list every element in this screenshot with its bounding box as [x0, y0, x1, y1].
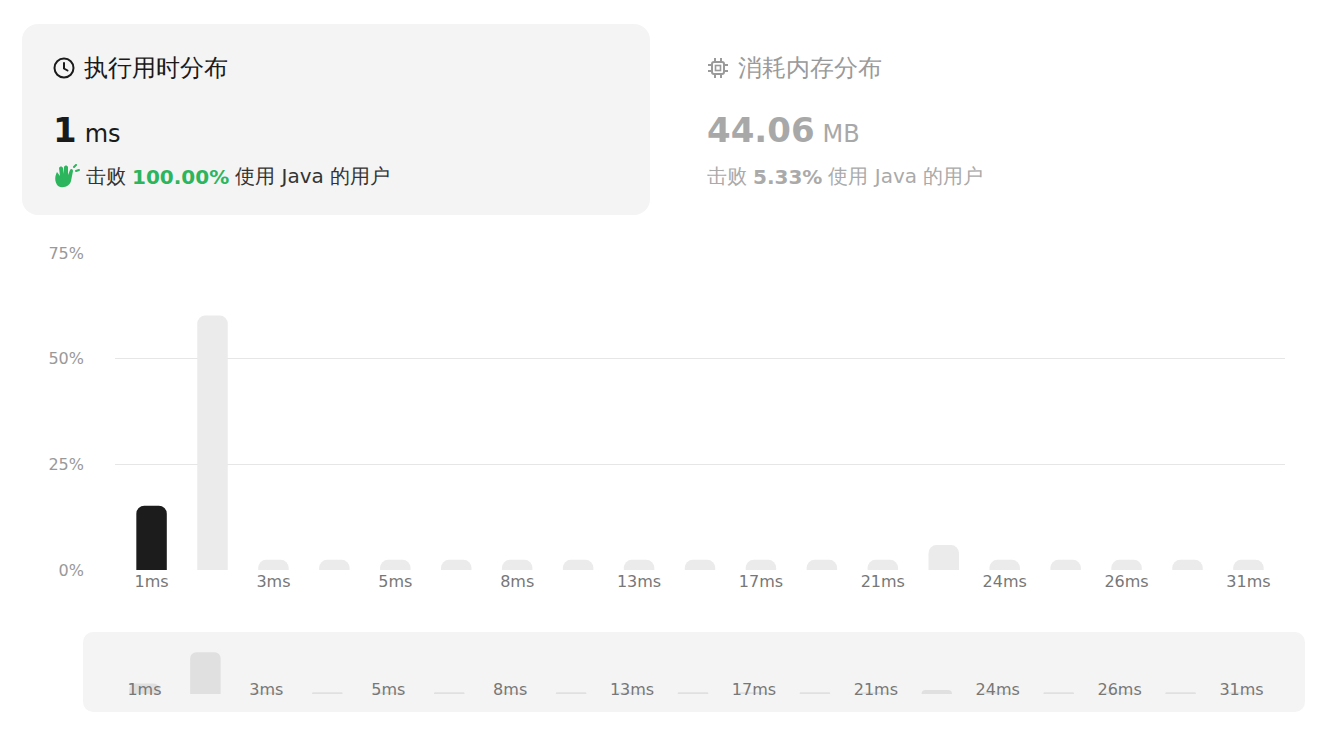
html-text:消耗内存分布: 消耗内存分布 [738, 54, 882, 82]
html-text:1 ms: 1 ms [53, 110, 121, 150]
svg-text:24ms: 24ms [983, 572, 1027, 591]
svg-text:0%: 0% [59, 561, 84, 580]
svg-text:17ms: 17ms [739, 572, 783, 591]
svg-text:21ms: 21ms [854, 680, 898, 699]
svg-text:75%: 75% [48, 244, 84, 263]
svg-text:24ms: 24ms [976, 680, 1020, 699]
svg-text:17ms: 17ms [732, 680, 776, 699]
svg-text:50%: 50% [48, 349, 84, 368]
svg-text:8ms: 8ms [500, 572, 534, 591]
svg-text:8ms: 8ms [493, 680, 527, 699]
svg-text:21ms: 21ms [861, 572, 905, 591]
svg-text:25%: 25% [48, 455, 84, 474]
html-text:44.06 MB: 44.06 MB [707, 110, 860, 150]
svg-text:3ms: 3ms [249, 680, 283, 699]
svg-text:13ms: 13ms [610, 680, 654, 699]
svg-text:31ms: 31ms [1219, 680, 1263, 699]
html-text:击败 5.33% 使用 Java 的用户: 击败 5.33% 使用 Java 的用户 [707, 164, 984, 189]
html-text:执行用时分布: 执行用时分布 [84, 54, 228, 82]
svg-text:5ms: 5ms [371, 680, 405, 699]
svg-text:1ms: 1ms [127, 680, 161, 699]
svg-text:26ms: 26ms [1104, 572, 1148, 591]
svg-text:26ms: 26ms [1097, 680, 1141, 699]
svg-text:3ms: 3ms [256, 572, 290, 591]
svg-text:5ms: 5ms [378, 572, 412, 591]
svg-text:31ms: 31ms [1226, 572, 1270, 591]
html-text:击败 100.00% 使用 Java 的用户: 击败 100.00% 使用 Java 的用户 [86, 164, 391, 189]
svg-text:13ms: 13ms [617, 572, 661, 591]
svg-text:1ms: 1ms [135, 572, 169, 591]
